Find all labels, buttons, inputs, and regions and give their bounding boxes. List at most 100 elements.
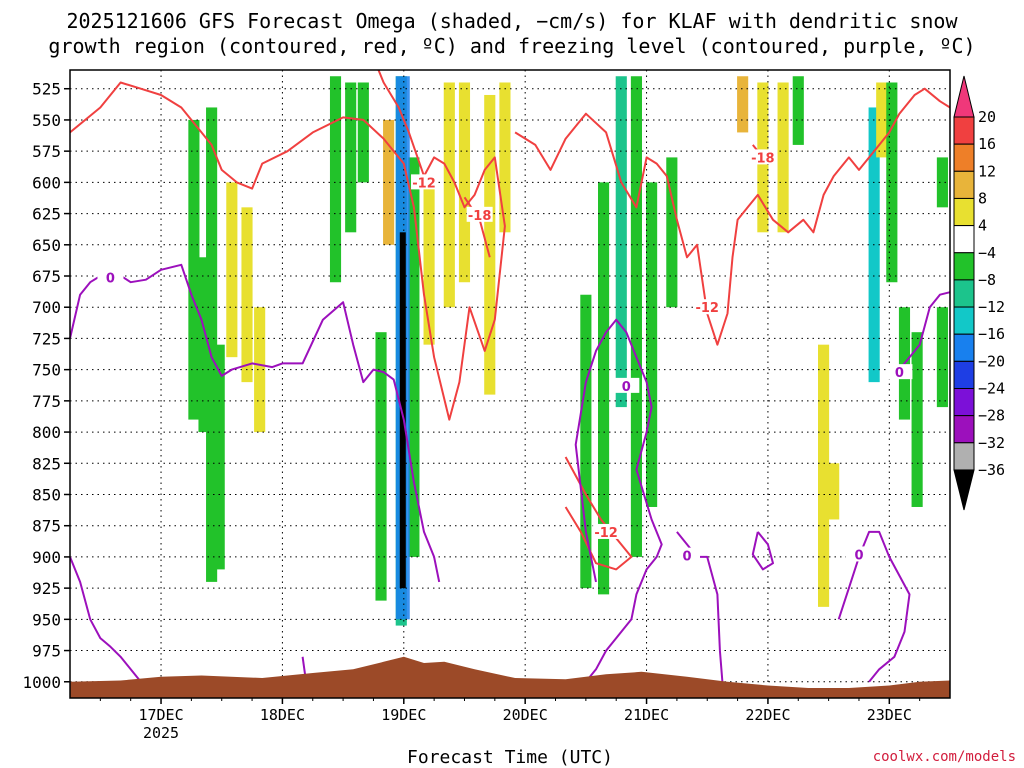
dendritic-contour-line [514,87,951,346]
omega-patch [737,76,749,133]
terrain-surface [70,656,950,698]
y-tick-label: 925 [32,579,61,598]
omega-patch [226,182,238,358]
freezing-contour-line [69,556,142,683]
x-axis-title: Forecast Time (UTC) [407,747,613,768]
omega-patch [458,82,471,283]
contour-layer: -12 -18 -12 -18 -12 0 0 0 0 0 [69,69,951,683]
y-tick-label: 600 [32,173,61,192]
freezing-contour-label-bg [613,377,640,393]
omega-patch [345,82,357,233]
colorbar-swatch [953,360,975,390]
colorbar-swatch [953,225,975,254]
colorbar-swatch [953,252,975,281]
freezing-contour-label: 0 [622,380,631,395]
dendritic-contour-line [564,456,633,571]
dendritic-contour-label-bg [411,174,438,190]
omega-patch [206,107,218,582]
dendritic-contour-label-bg [694,299,721,315]
colorbar-swatch [953,116,975,145]
colorbar-swatch [953,442,975,471]
y-tick-label: 850 [32,485,61,504]
omega-patch [188,119,200,420]
omega-patch [666,157,678,308]
freezing-contour-label-bg [886,364,913,380]
dendritic-contour-label: -18 [751,151,775,166]
freezing-contour-line [574,318,663,683]
plot-frame [69,69,951,699]
y-tick-label: 675 [32,267,61,286]
colorbar-label: −36 [978,461,1005,479]
omega-patch [423,182,435,345]
omega-patch [254,307,266,433]
omega-patch [936,307,948,408]
omega-patch [241,207,253,383]
colorbar-swatch [953,170,975,199]
y-tick-label: 550 [32,111,61,130]
freezing-contour-line [837,530,911,683]
colorbar-swatch [953,388,975,417]
freezing-contour-line [676,531,724,682]
omega-patch [828,463,840,520]
colorbar-swatch [953,279,975,308]
colorbar-label: −20 [978,352,1005,370]
dendritic-contour-label-bg [749,149,776,165]
colorbar-label: 12 [978,162,996,180]
terrain-layer [70,656,950,698]
x-tick-label: 17DEC [138,706,183,724]
x-tick-label: 18DEC [260,706,305,724]
x-tick-label: 19DEC [381,706,426,724]
freezing-contour-label-bg [97,269,124,285]
omega-patch [792,76,804,145]
omega-patch [777,82,789,233]
freezing-contour-label: 0 [682,550,691,565]
colorbar-label: −4 [978,244,996,262]
y-tick-label: 725 [32,329,61,348]
omega-patch [375,332,387,601]
omega-patch [936,157,948,208]
colorbar: 20 16 12 8 4 −4 −8 −12 −16 −20 −24 −28 −32 −36 [953,75,1005,511]
omega-patch [383,119,395,245]
y-tick-label: 950 [32,610,61,629]
colorbar-label: 16 [978,135,996,153]
omega-patch [911,332,923,507]
x-tick-sublabel: 2025 [143,724,179,742]
omega-patch [615,76,627,408]
freezing-contour-label: 0 [895,366,904,381]
x-tick-label: 23DEC [867,706,912,724]
omega-patch [499,82,511,233]
colorbar-label: 4 [978,217,987,235]
dendritic-contour-label: -12 [412,176,436,191]
freezing-contour-label-bg [674,547,701,563]
x-tick-label: 22DEC [745,706,790,724]
y-tick-label: 875 [32,517,61,536]
colorbar-label: 20 [978,108,996,126]
chart-title-line-1: 2025121606 GFS Forecast Omega (shaded, −… [66,9,958,33]
chart-title-line-2: growth region (contoured, red, ºC) and f… [48,34,975,58]
omega-patch [580,294,592,589]
x-tick-label: 21DEC [624,706,669,724]
omega-patch [357,82,369,183]
freezing-contour-label: 0 [854,548,863,563]
colorbar-swatch [953,333,975,362]
colorbar-label: −12 [978,298,1005,316]
omega-patch [630,76,642,557]
freezing-contour-line [301,656,307,676]
colorbar-label: −32 [978,434,1005,452]
colorbar-swatch [953,415,975,444]
colorbar-label: −16 [978,325,1005,343]
y-tick-label: 650 [32,236,61,255]
dendritic-contour-label: -12 [695,301,719,316]
omega-patch [443,82,455,308]
credit-link[interactable]: coolwx.com/models [873,749,1016,765]
y-tick-label: 575 [32,142,61,161]
y-axis: 525 550 575 600 625 650 675 700 725 750 775 800 825 8… [22,80,70,692]
omega-patch [198,257,210,433]
colorbar-swatch [953,197,975,227]
omega-patch [646,182,658,507]
omega-patch [818,344,830,607]
y-tick-label: 750 [32,361,61,380]
freezing-contour-line [898,291,951,371]
omega-core-updraft [399,232,406,589]
